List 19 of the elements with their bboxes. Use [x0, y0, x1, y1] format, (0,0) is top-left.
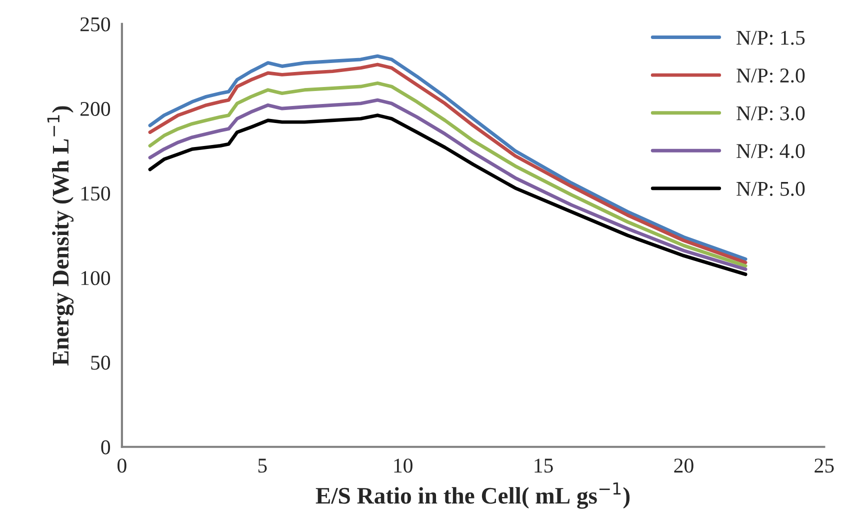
- x-axis-title: E/S Ratio in the Cell( mL gs$^{−1}$): [316, 482, 630, 509]
- y-axis-title: Energy Density (Wh L$^{−1}$): [47, 106, 74, 366]
- x-tick-label: 0: [118, 458, 126, 473]
- y-tick-label: 50: [91, 356, 110, 370]
- x-tick-label: 10: [394, 458, 412, 473]
- legend-label: N/P: 1.5: [736, 30, 805, 45]
- y-tick-label: 150: [81, 186, 110, 201]
- x-tick-label: 15: [534, 458, 553, 473]
- legend-label: N/P: 4.0: [736, 144, 805, 158]
- y-tick-label: 200: [80, 102, 110, 116]
- x-tick-label: 5: [258, 458, 267, 473]
- x-tick-label: 20: [674, 458, 694, 473]
- y-tick-label: 100: [81, 271, 110, 286]
- legend-label: N/P: 2.0: [736, 68, 805, 83]
- y-tick-label: 0: [101, 440, 110, 454]
- y-tick-label: 250: [80, 17, 110, 32]
- x-tick-label: 25: [814, 458, 834, 473]
- legend-label: N/P: 5.0: [736, 182, 805, 196]
- legend-label: N/P: 3.0: [736, 106, 805, 120]
